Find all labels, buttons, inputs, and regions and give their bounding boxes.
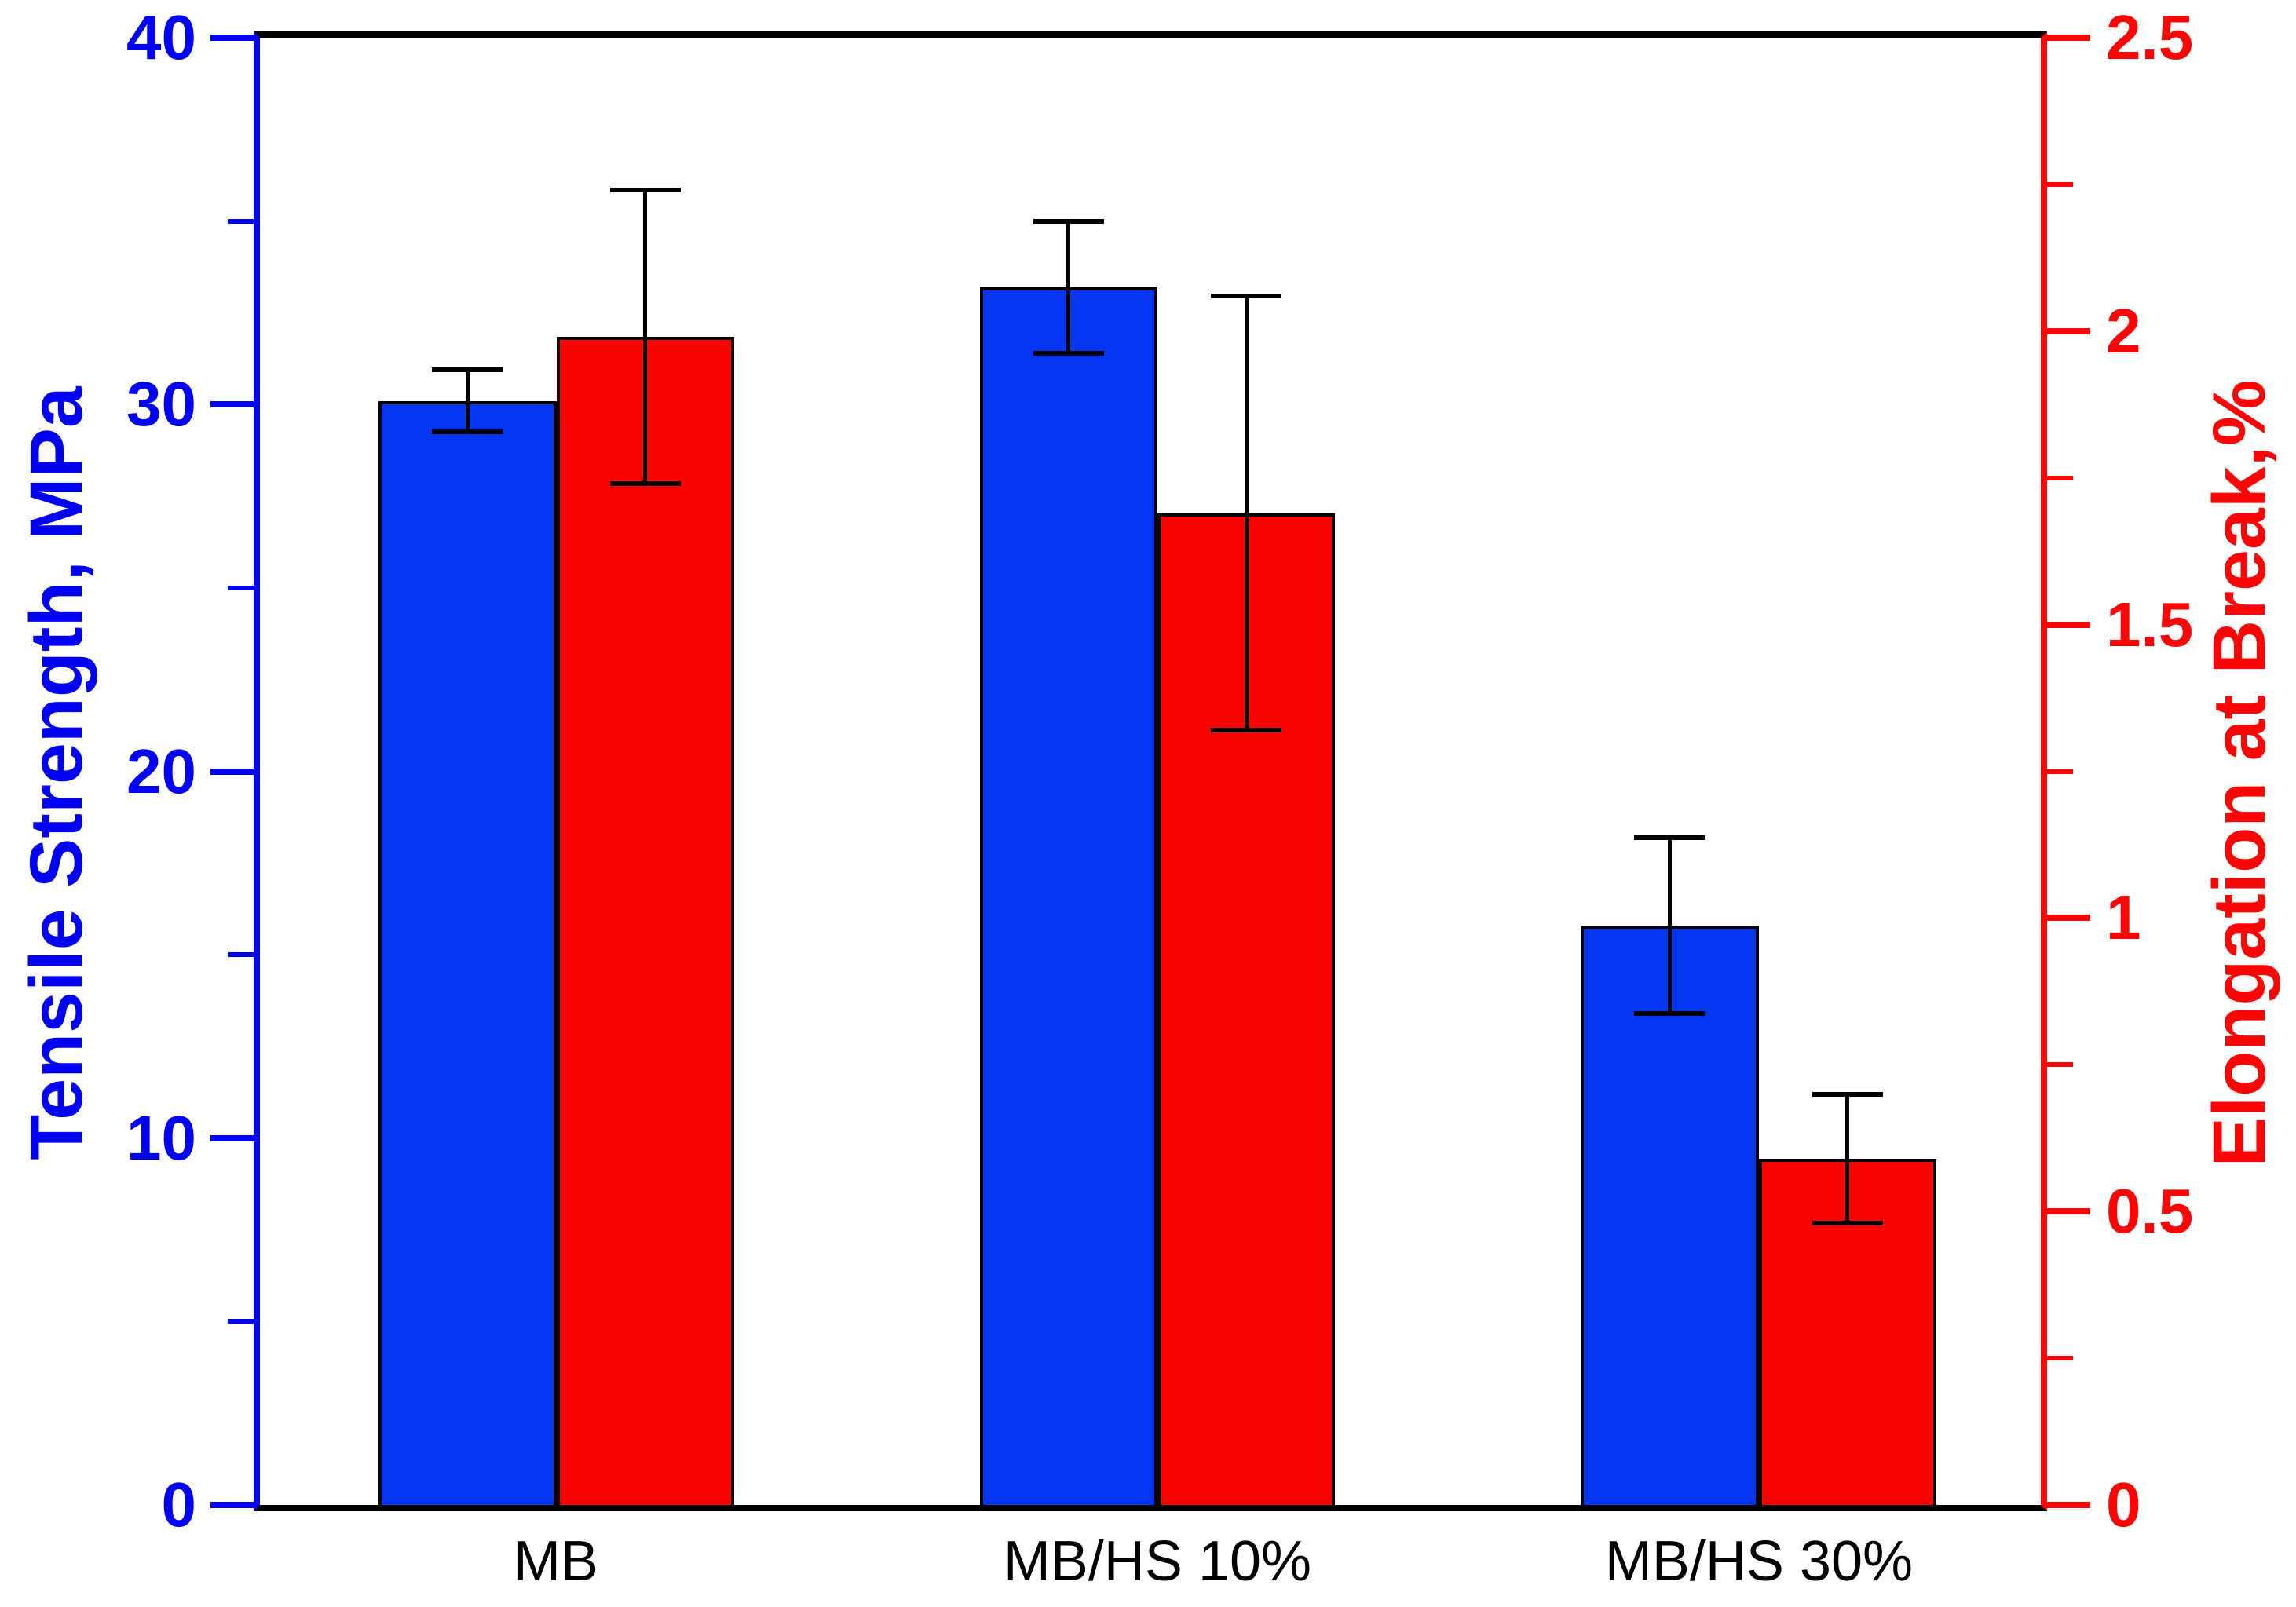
- left-axis-minor-tick: [228, 218, 254, 224]
- error-bar-cap-bottom: [609, 481, 681, 487]
- category-label-mb: MB: [514, 1530, 598, 1593]
- right-axis-minor-tick: [2047, 1062, 2073, 1068]
- left-axis-major-tick: [210, 1502, 254, 1508]
- category-label-mbhs30: MB/HS 30%: [1604, 1530, 1914, 1593]
- bar-tensile-strength-3: [1581, 925, 1759, 1505]
- right-axis-major-tick: [2047, 1502, 2090, 1508]
- right-axis-tick-label: 0: [2106, 1470, 2141, 1539]
- error-bar-cap-bottom: [1033, 350, 1104, 356]
- left-axis-tick-label: 30: [126, 369, 196, 440]
- right-axis-major-tick: [2047, 35, 2090, 41]
- error-bar-cap-top: [432, 367, 503, 372]
- left-axis-major-tick: [210, 768, 254, 775]
- right-axis-minor-tick: [2047, 475, 2073, 480]
- right-axis-tick-label: 1: [2106, 882, 2141, 953]
- error-bar-line: [643, 190, 648, 484]
- bar-tensile-strength-1: [378, 400, 557, 1505]
- right-axis-minor-tick: [2047, 769, 2073, 774]
- error-bar-cap-top: [1211, 293, 1282, 298]
- error-bar-cap-bottom: [432, 429, 503, 435]
- error-bar-line: [1845, 1094, 1850, 1224]
- left-axis-minor-tick: [228, 1319, 254, 1324]
- error-bar-cap-top: [1033, 218, 1104, 224]
- left-axis-tick-label: 0: [161, 1470, 197, 1539]
- right-axis-minor-tick: [2047, 181, 2073, 187]
- right-axis-tick-label: 2.5: [2106, 2, 2194, 72]
- left-axis-major-tick: [210, 1134, 254, 1141]
- left-axis-tick-label: 40: [126, 2, 196, 72]
- left-axis-minor-tick: [228, 585, 254, 590]
- bar-tensile-strength-2: [979, 287, 1158, 1505]
- error-bar-cap-top: [609, 188, 681, 193]
- right-axis-tick-label: 0.5: [2106, 1176, 2194, 1247]
- left-axis-tick-label: 20: [126, 736, 196, 806]
- right-axis-major-tick: [2047, 327, 2090, 334]
- left-axis-tick-label: 10: [126, 1102, 196, 1173]
- plot-area: [254, 31, 2047, 1511]
- left-axis-minor-tick: [228, 952, 254, 958]
- right-axis-tick-label: 1.5: [2106, 589, 2194, 659]
- left-axis-major-tick: [210, 401, 254, 408]
- right-axis-major-tick: [2047, 915, 2090, 922]
- right-axis-major-tick: [2047, 1208, 2090, 1215]
- error-bar-line: [1066, 221, 1071, 353]
- error-bar-line: [1244, 295, 1249, 731]
- error-bar-cap-top: [1634, 835, 1706, 840]
- error-bar-cap-bottom: [1634, 1010, 1706, 1016]
- right-axis-major-tick: [2047, 621, 2090, 628]
- error-bar-cap-bottom: [1812, 1221, 1883, 1226]
- bar-elongation-at-break-1: [556, 337, 734, 1505]
- error-bar-cap-top: [1812, 1091, 1883, 1097]
- error-bar-line: [465, 369, 470, 433]
- left-axis-major-tick: [210, 35, 254, 41]
- right-axis-tick-label: 2: [2106, 295, 2141, 366]
- error-bar-line: [1667, 837, 1672, 1014]
- error-bar-cap-bottom: [1211, 728, 1282, 733]
- right-axis-minor-tick: [2047, 1356, 2073, 1361]
- category-label-mbhs10: MB/HS 10%: [1003, 1530, 1312, 1593]
